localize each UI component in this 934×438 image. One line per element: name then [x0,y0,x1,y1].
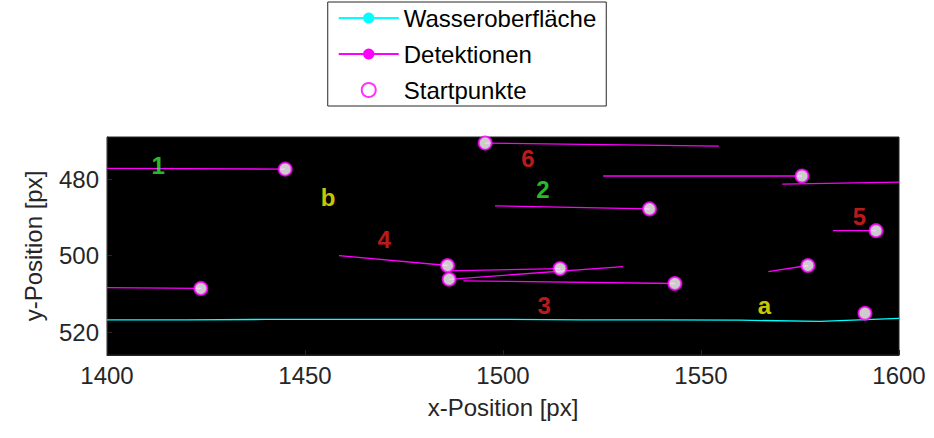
svg-text:y-Position [px]: y-Position [px] [20,171,47,322]
svg-text:1450: 1450 [278,362,331,389]
svg-text:2: 2 [536,176,549,203]
svg-text:b: b [321,184,336,211]
svg-text:4: 4 [378,226,392,253]
svg-text:520: 520 [59,319,99,346]
svg-text:1: 1 [151,152,164,179]
svg-text:Detektionen: Detektionen [404,41,532,68]
svg-text:5: 5 [853,203,866,230]
svg-text:a: a [758,292,772,319]
svg-text:480: 480 [59,166,99,193]
svg-text:Startpunkte: Startpunkte [404,77,527,104]
svg-text:x-Position [px]: x-Position [px] [428,394,579,421]
svg-text:6: 6 [521,145,534,172]
svg-text:1400: 1400 [80,362,133,389]
svg-text:1600: 1600 [872,362,925,389]
svg-text:Wasseroberfläche: Wasseroberfläche [404,5,597,32]
svg-text:1550: 1550 [674,362,727,389]
svg-text:500: 500 [59,242,99,269]
svg-text:1500: 1500 [476,362,529,389]
svg-text:3: 3 [538,292,551,319]
